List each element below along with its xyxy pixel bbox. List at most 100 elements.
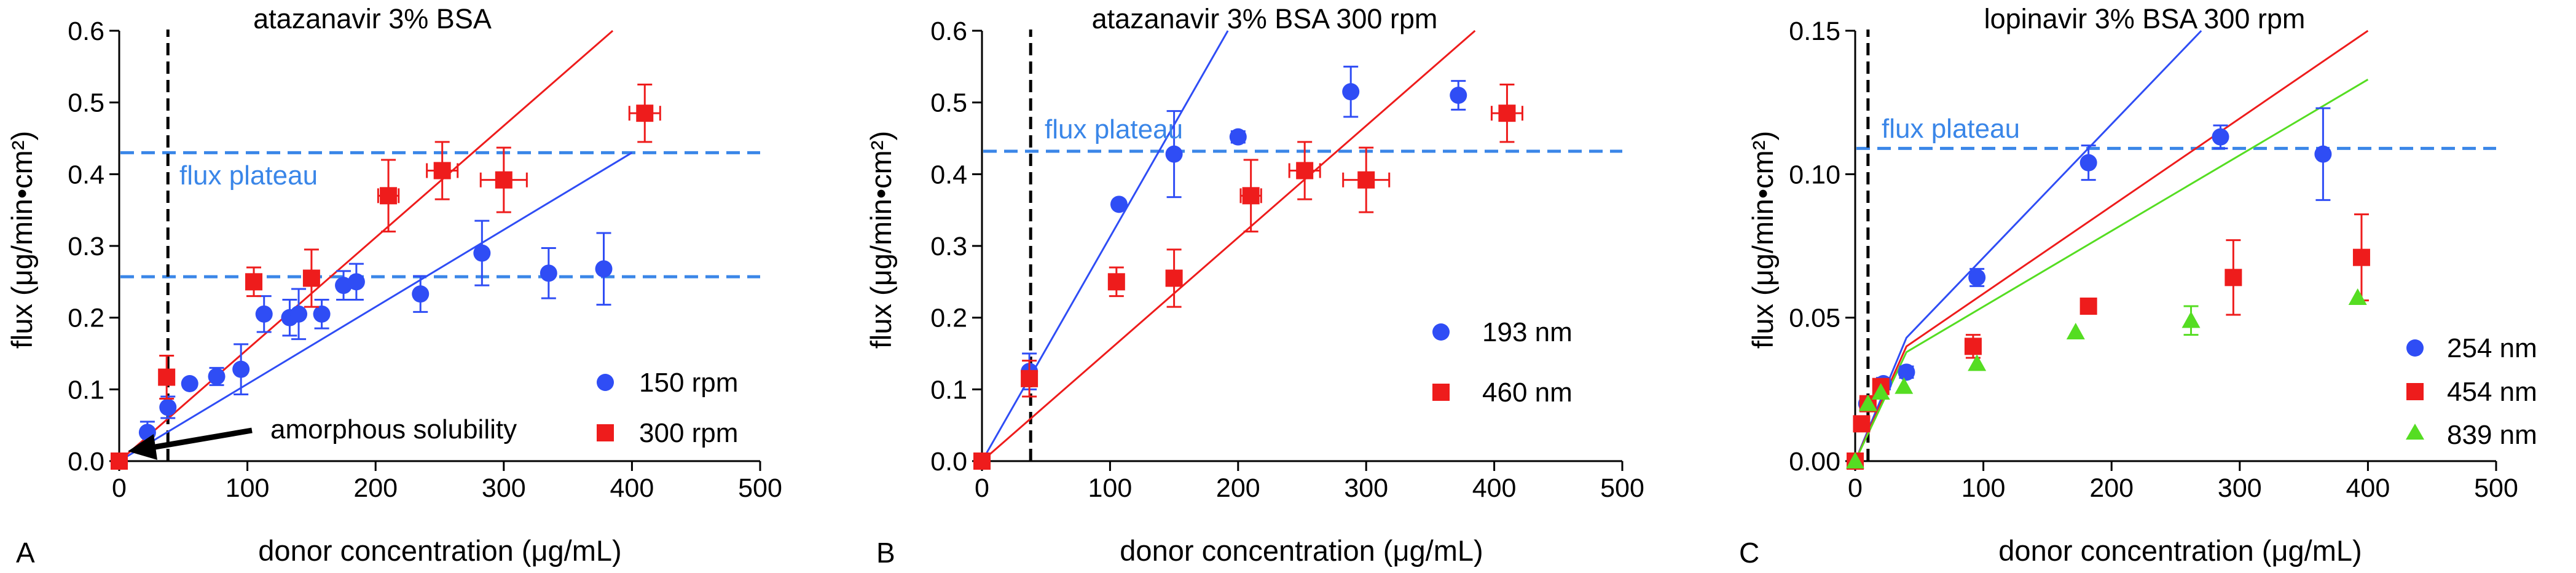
legend: 150 rpm 300 rpm — [597, 368, 738, 448]
data-point — [347, 273, 365, 291]
panel-a: A atazanavir 3% BSA donor concentration … — [6, 3, 782, 569]
y-tick-label: 0.6 — [68, 17, 104, 46]
x-tick-label: 400 — [610, 473, 654, 503]
y-tick-label: 0.0 — [68, 447, 104, 476]
data-point — [1165, 145, 1183, 163]
data-point — [1968, 354, 1987, 371]
data-point — [433, 162, 451, 180]
plot-area: 0.0 0.1 0.2 0.3 0.4 0.5 0.6 0 100 200 300 400 500 — [68, 17, 782, 503]
fit-line — [982, 30, 1476, 462]
chart-title: atazanavir 3% BSA 300 rpm — [1092, 3, 1438, 34]
data-point — [1858, 394, 1877, 411]
x-tick-label: 100 — [1961, 473, 2006, 503]
y-tick-label: 0.15 — [1789, 17, 1840, 46]
data-point — [1342, 83, 1360, 101]
fit-line — [982, 30, 1229, 462]
legend-marker-300-rpm — [597, 424, 614, 441]
data-point — [1498, 105, 1516, 122]
data-point — [495, 171, 512, 189]
data-point — [2352, 248, 2370, 266]
panel-b: B atazanavir 3% BSA 300 rpm donor concen… — [865, 3, 1644, 569]
panel-c: C lopinavir 3% BSA 300 rpm donor concent… — [1739, 3, 2537, 569]
chart-title: atazanavir 3% BSA — [253, 3, 492, 34]
fit-line — [119, 30, 614, 462]
data-point — [1968, 269, 1986, 286]
x-tick-label: 200 — [1216, 473, 1260, 503]
legend-label: 300 rpm — [639, 418, 738, 448]
data-point — [2181, 311, 2201, 328]
y-tick-label: 0.4 — [68, 160, 104, 189]
x-tick-label: 200 — [2089, 473, 2134, 503]
legend-marker-460-nm — [1432, 384, 1450, 401]
flux-plateau-label: flux plateau — [1882, 114, 2020, 144]
x-tick-label: 200 — [353, 473, 398, 503]
legend: 193 nm 460 nm — [1432, 317, 1573, 408]
data-point — [1871, 383, 1890, 400]
x-tick-label: 400 — [2346, 473, 2390, 503]
x-tick-label: 0 — [1848, 473, 1863, 503]
x-tick-label: 0 — [112, 473, 127, 503]
fit-line — [1855, 30, 2202, 462]
data-point — [111, 452, 128, 470]
legend-label: 454 nm — [2447, 377, 2537, 407]
data-point — [255, 305, 273, 323]
series-150-rpm — [111, 219, 613, 470]
plot-area: 0.0 0.1 0.2 0.3 0.4 0.5 0.6 0 100 200 300 400 500 — [930, 17, 1644, 503]
data-point — [245, 273, 263, 291]
y-tick-label: 0.6 — [930, 17, 967, 46]
fit-line — [1855, 79, 2369, 462]
legend-label: 254 nm — [2447, 333, 2537, 363]
data-point — [1846, 452, 1864, 468]
y-tick-label: 0.5 — [930, 89, 967, 118]
plot-lines — [119, 30, 760, 462]
data-point — [313, 305, 331, 323]
data-point — [181, 375, 198, 392]
y-tick-label: 0.4 — [930, 160, 967, 189]
data-point — [1229, 128, 1247, 146]
annotation-arrow-head — [128, 434, 157, 460]
legend-label: 839 nm — [2447, 420, 2537, 450]
legend-marker-150-rpm — [597, 374, 614, 391]
y-tick-label: 0.1 — [930, 375, 967, 405]
data-point — [232, 360, 250, 378]
panel-label: A — [16, 537, 35, 569]
y-axis-label: flux (μg/min•cm²) — [6, 131, 38, 349]
x-tick-label: 300 — [482, 473, 526, 503]
annotation-text: amorphous solubility — [270, 414, 517, 445]
data-point — [2314, 145, 2332, 163]
x-tick-label: 500 — [738, 473, 782, 503]
y-tick-label: 0.1 — [68, 375, 104, 405]
data-point — [1110, 196, 1128, 213]
data-point — [1165, 269, 1183, 287]
x-tick-label: 0 — [975, 473, 989, 503]
x-tick-label: 400 — [1472, 473, 1517, 503]
data-point — [1021, 369, 1039, 387]
y-tick-label: 0.10 — [1789, 160, 1840, 189]
data-point — [290, 305, 308, 323]
data-point — [540, 264, 557, 282]
data-point — [473, 244, 491, 262]
flux-plateau-label: flux plateau — [179, 160, 318, 191]
data-point — [595, 260, 613, 278]
y-tick-label: 0.00 — [1789, 447, 1840, 476]
data-point — [158, 368, 176, 386]
data-point — [1898, 363, 1915, 381]
annotation-amorphous-solubility: amorphous solubility — [128, 414, 517, 460]
fit-line — [1855, 30, 2369, 462]
data-point — [302, 269, 320, 287]
data-point — [1107, 273, 1125, 291]
panel-label: B — [876, 537, 895, 569]
y-axis-label: flux (μg/min•cm²) — [865, 131, 897, 349]
series-254-nm — [1847, 107, 2332, 470]
y-axis-label: flux (μg/min•cm²) — [1746, 131, 1779, 349]
plot-lines — [1855, 30, 2496, 462]
x-tick-label: 500 — [1600, 473, 1644, 503]
x-tick-label: 300 — [2218, 473, 2262, 503]
series-460-nm — [973, 84, 1523, 470]
data-point — [1296, 162, 1314, 180]
data-point — [1964, 338, 1982, 355]
data-point — [1853, 415, 1871, 433]
y-tick-label: 0.3 — [930, 232, 967, 261]
x-axis-label: donor concentration (μg/mL) — [258, 534, 621, 567]
